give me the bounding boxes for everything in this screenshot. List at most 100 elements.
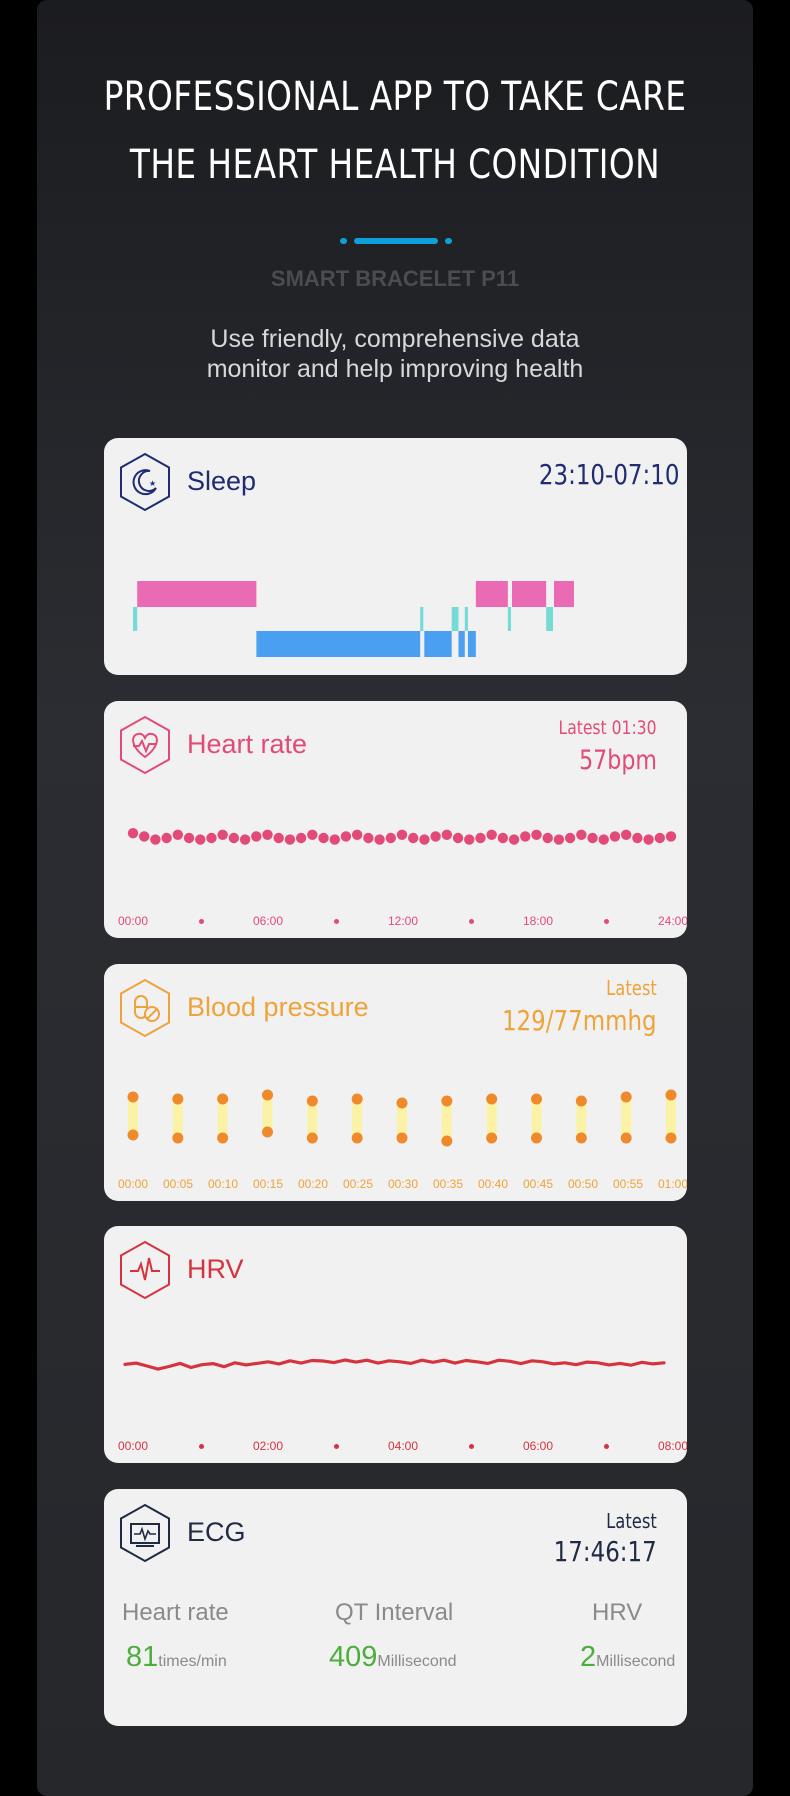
heart-rate-point (475, 832, 486, 844)
axis-tick-label: 00:05 (162, 1177, 194, 1191)
bp-systolic-point (441, 1095, 453, 1107)
heart-rate-card[interactable]: Heart rate Latest 01:30 57bpm 00:00 06:00… (104, 701, 687, 938)
heart-rate-point (251, 831, 262, 842)
accent-dot-left (340, 238, 347, 244)
bp-diastolic-point (441, 1135, 453, 1147)
heart-rate-point (654, 832, 665, 844)
heart-rate-point (228, 832, 240, 844)
ecg-latest-label: Latest (606, 1509, 657, 1533)
sleep-segment-awake (451, 607, 459, 631)
heart-rate-point (464, 834, 475, 845)
bp-range-bar (666, 1095, 676, 1138)
heart-rate-point (161, 832, 172, 844)
bp-range-bar (621, 1097, 632, 1138)
hrv-chart (123, 1358, 666, 1371)
sleep-chart (133, 581, 574, 657)
bp-systolic-point (665, 1089, 677, 1101)
sleep-separator (510, 581, 512, 607)
axis-tick-label: 18:00 (522, 914, 554, 928)
heart-rate-point (553, 834, 565, 845)
bp-range-bar (576, 1101, 587, 1138)
heart-rate-point (295, 832, 307, 844)
axis-dot (468, 919, 474, 924)
heart-rate-point (520, 831, 531, 842)
heart-rate-point (172, 829, 184, 840)
sleep-separator (552, 581, 554, 607)
heart-rate-point (531, 829, 542, 840)
heart-rate-point (542, 832, 553, 844)
heart-rate-point (508, 834, 520, 845)
sleep-card[interactable]: ★ Sleep 23:10-07:10 (104, 438, 687, 675)
ecg-title: ECG (187, 1517, 246, 1547)
bp-systolic-point (262, 1089, 273, 1101)
accent-bar (354, 238, 438, 244)
bp-range-bar (217, 1099, 228, 1138)
heart-rate-point (408, 832, 419, 844)
bp-range-bar (397, 1103, 407, 1138)
bp-diastolic-point (351, 1132, 363, 1144)
heart-rate-point (396, 829, 408, 840)
axis-tick-label: 04:00 (387, 1439, 419, 1453)
heart-rate-chart (127, 828, 677, 845)
ecg-metric-number: 81 (126, 1641, 159, 1673)
heart-rate-point (587, 832, 598, 844)
ecg-metric-label: Heart rate (122, 1599, 229, 1626)
ecg-card[interactable]: ECG Latest 17:46:17 Heart rate 81times/m… (104, 1489, 687, 1726)
bp-diastolic-point (127, 1129, 139, 1141)
bp-range-bar (531, 1099, 542, 1138)
sleep-separator (422, 631, 425, 657)
ecg-metric-value: 2Millisecond (580, 1641, 675, 1674)
moon-star-icon: ★ (120, 452, 170, 512)
pulse-line-icon (120, 1240, 170, 1300)
bp-range-bar (307, 1101, 318, 1138)
sleep-segment-awake (420, 607, 424, 631)
pills-icon (120, 978, 170, 1038)
heart-rate-point (262, 829, 273, 840)
sleep-segment-deep (458, 631, 465, 657)
bp-range-bar (441, 1101, 452, 1141)
heart-rate-point (632, 832, 643, 844)
hrv-card[interactable]: HRV 00:00 02:00 04:00 06:00 08:00 (104, 1226, 687, 1463)
axis-tick-label: 00:00 (117, 914, 149, 928)
bp-systolic-point (396, 1097, 408, 1109)
heart-rate-point (150, 834, 161, 845)
sleep-segment-awake (464, 607, 468, 631)
ecg-metric-number: 409 (329, 1641, 378, 1673)
ecg-metric-unit: Millisecond (377, 1653, 457, 1670)
blood-pressure-card[interactable]: Blood pressure Latest 129/77mmhg 00:00 00… (104, 964, 687, 1201)
axis-tick-label: 00:45 (522, 1177, 554, 1191)
bp-range-bar (172, 1099, 183, 1138)
axis-tick-label: 00:30 (387, 1177, 419, 1191)
heart-rate-point (452, 832, 464, 844)
heart-rate-point (239, 834, 251, 845)
axis-dot (333, 919, 339, 924)
sleep-segment-deep (423, 631, 452, 657)
heart-rate-point (620, 829, 632, 840)
monitor-ecg-icon (120, 1503, 170, 1563)
description-line2: monitor and help improving health (206, 355, 584, 383)
axis-tick-label: 00:10 (207, 1177, 239, 1191)
sleep-segment-light (137, 581, 257, 607)
heart-rate-point (307, 829, 318, 840)
hrv-line (123, 1358, 666, 1371)
description-line1: Use friendly, comprehensive data (210, 325, 580, 353)
heart-rate-point (486, 829, 497, 840)
hrv-title: HRV (187, 1254, 244, 1284)
bp-diastolic-point (620, 1132, 632, 1144)
axis-tick-label: 00:40 (477, 1177, 509, 1191)
ecg-latest-time: 17:46:17 (553, 1535, 657, 1568)
ecg-metric-value: 409Millisecond (329, 1641, 457, 1674)
axis-tick-label: 06:00 (252, 914, 284, 928)
axis-tick-label: 00:00 (117, 1439, 149, 1453)
axis-tick-label: 08:00 (657, 1439, 687, 1453)
heart-rate-point (318, 832, 329, 844)
accent-dot-right (445, 238, 452, 244)
sleep-segment-light (553, 581, 574, 607)
bp-systolic-point (217, 1093, 229, 1105)
axis-tick-label: 00:55 (612, 1177, 644, 1191)
heart-rate-title: Heart rate (187, 729, 308, 759)
heart-rate-point (665, 831, 677, 842)
heart-rate-point (363, 832, 374, 844)
heart-rate-point (419, 834, 430, 845)
sleep-segment-awake (133, 607, 138, 631)
